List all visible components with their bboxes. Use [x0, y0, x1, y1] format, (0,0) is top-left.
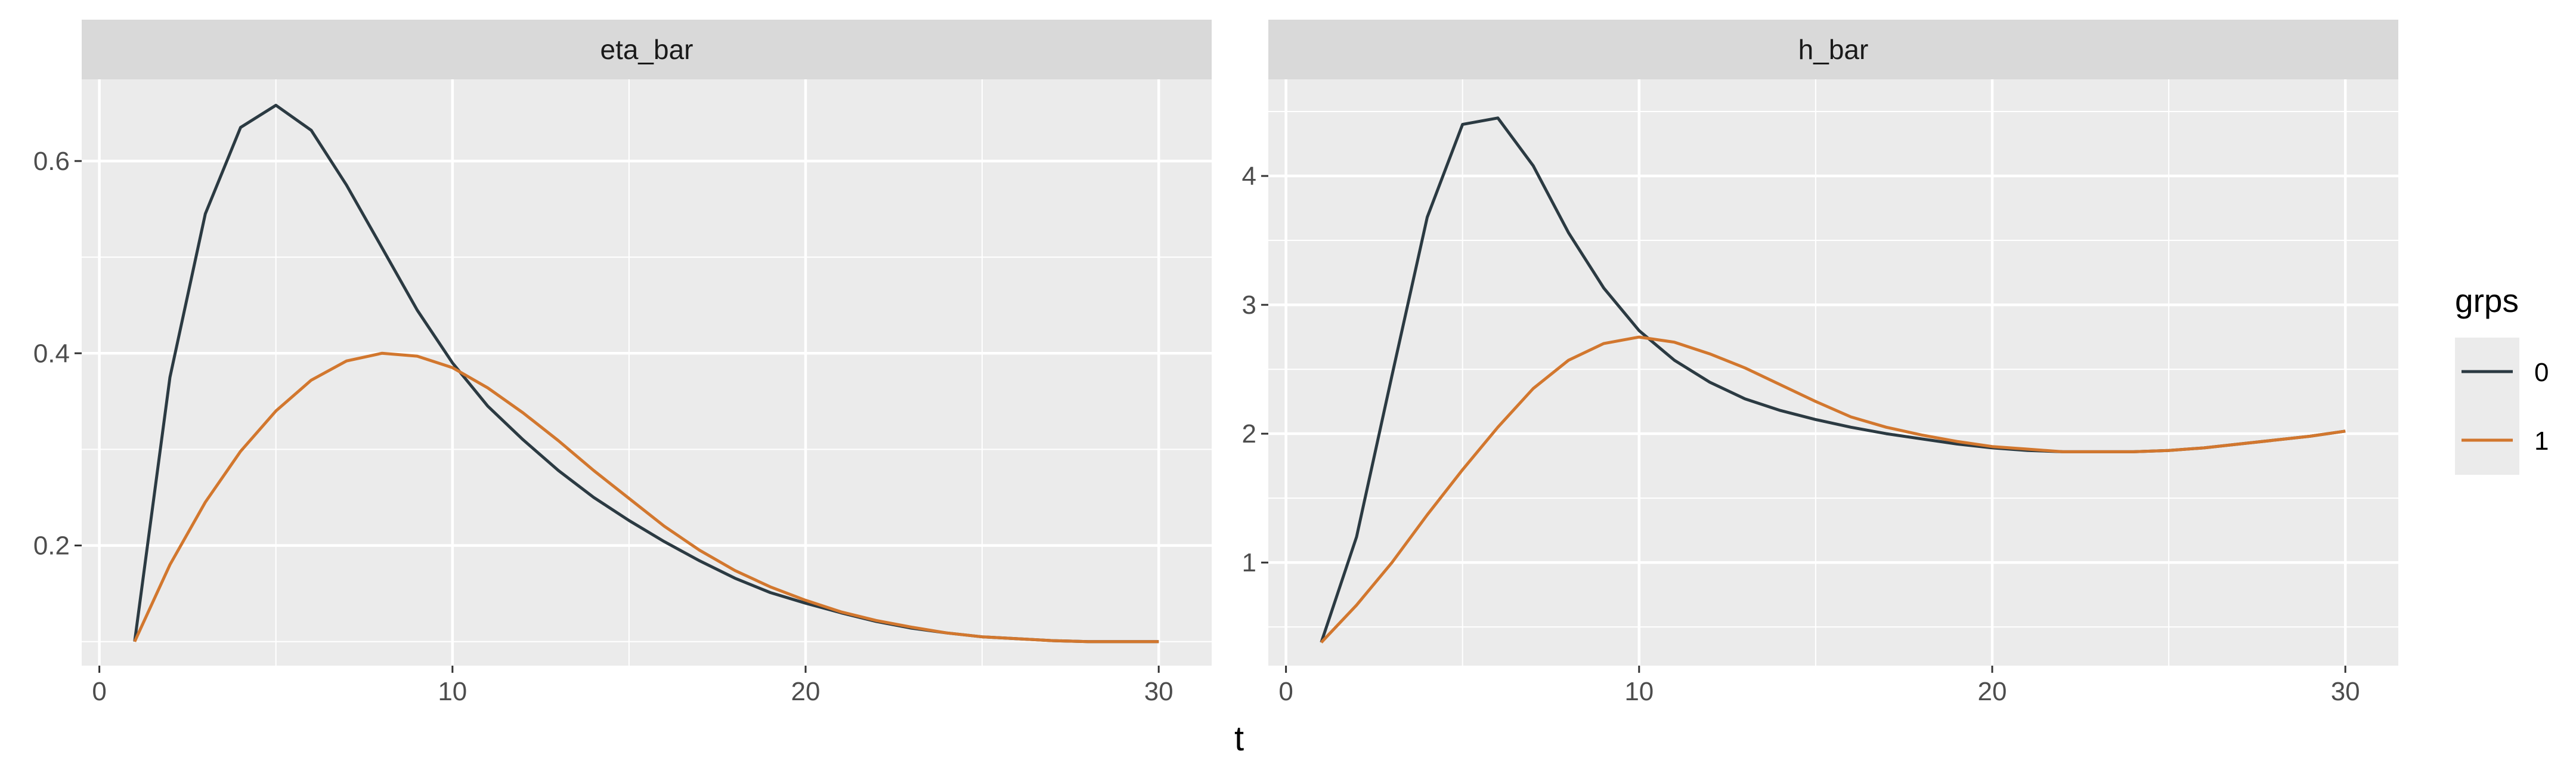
x-tick-label: 20 — [791, 677, 821, 706]
panel-background — [1268, 79, 2398, 666]
legend-label: 1 — [2534, 426, 2549, 456]
x-tick-label: 10 — [438, 677, 467, 706]
strip-background — [1268, 20, 2398, 79]
legend-title: grps — [2455, 282, 2519, 319]
panels: eta_bar 0 10 20 30 0.2 0.4 0.6 h_bar 0 10 20 30 1 2 3 4 — [33, 20, 2398, 706]
strip-background — [82, 20, 1212, 79]
y-tick-label: 3 — [1242, 290, 1256, 320]
x-tick-label: 30 — [1144, 677, 1174, 706]
strip-label: eta_bar — [600, 34, 693, 65]
legend-label: 0 — [2534, 358, 2549, 387]
panel-background — [82, 79, 1212, 666]
y-tick-label: 0.2 — [33, 531, 70, 561]
panel-eta_bar: eta_bar 0 10 20 30 0.2 0.4 0.6 — [33, 20, 1212, 706]
x-tick-label: 20 — [1978, 677, 2007, 706]
y-tick-label: 0.4 — [33, 339, 70, 368]
y-tick-label: 1 — [1242, 548, 1256, 577]
series-line-1 — [133, 351, 1159, 644]
y-tick-label: 4 — [1242, 162, 1256, 191]
x-tick-label: 10 — [1624, 677, 1654, 706]
y-tick-label: 2 — [1242, 419, 1256, 449]
legend-keys: 01 — [2455, 338, 2549, 475]
x-tick-label: 0 — [92, 677, 106, 706]
legend: grps 01 — [2455, 282, 2549, 475]
series-line-1 — [1320, 335, 2346, 644]
panel-h_bar: h_bar 0 10 20 30 1 2 3 4 — [1242, 20, 2398, 706]
strip-label: h_bar — [1798, 34, 1869, 65]
x-axis-title: t — [1234, 719, 1244, 758]
x-tick-label: 30 — [2331, 677, 2360, 706]
y-tick-label: 0.6 — [33, 147, 70, 176]
x-tick-label: 0 — [1278, 677, 1293, 706]
